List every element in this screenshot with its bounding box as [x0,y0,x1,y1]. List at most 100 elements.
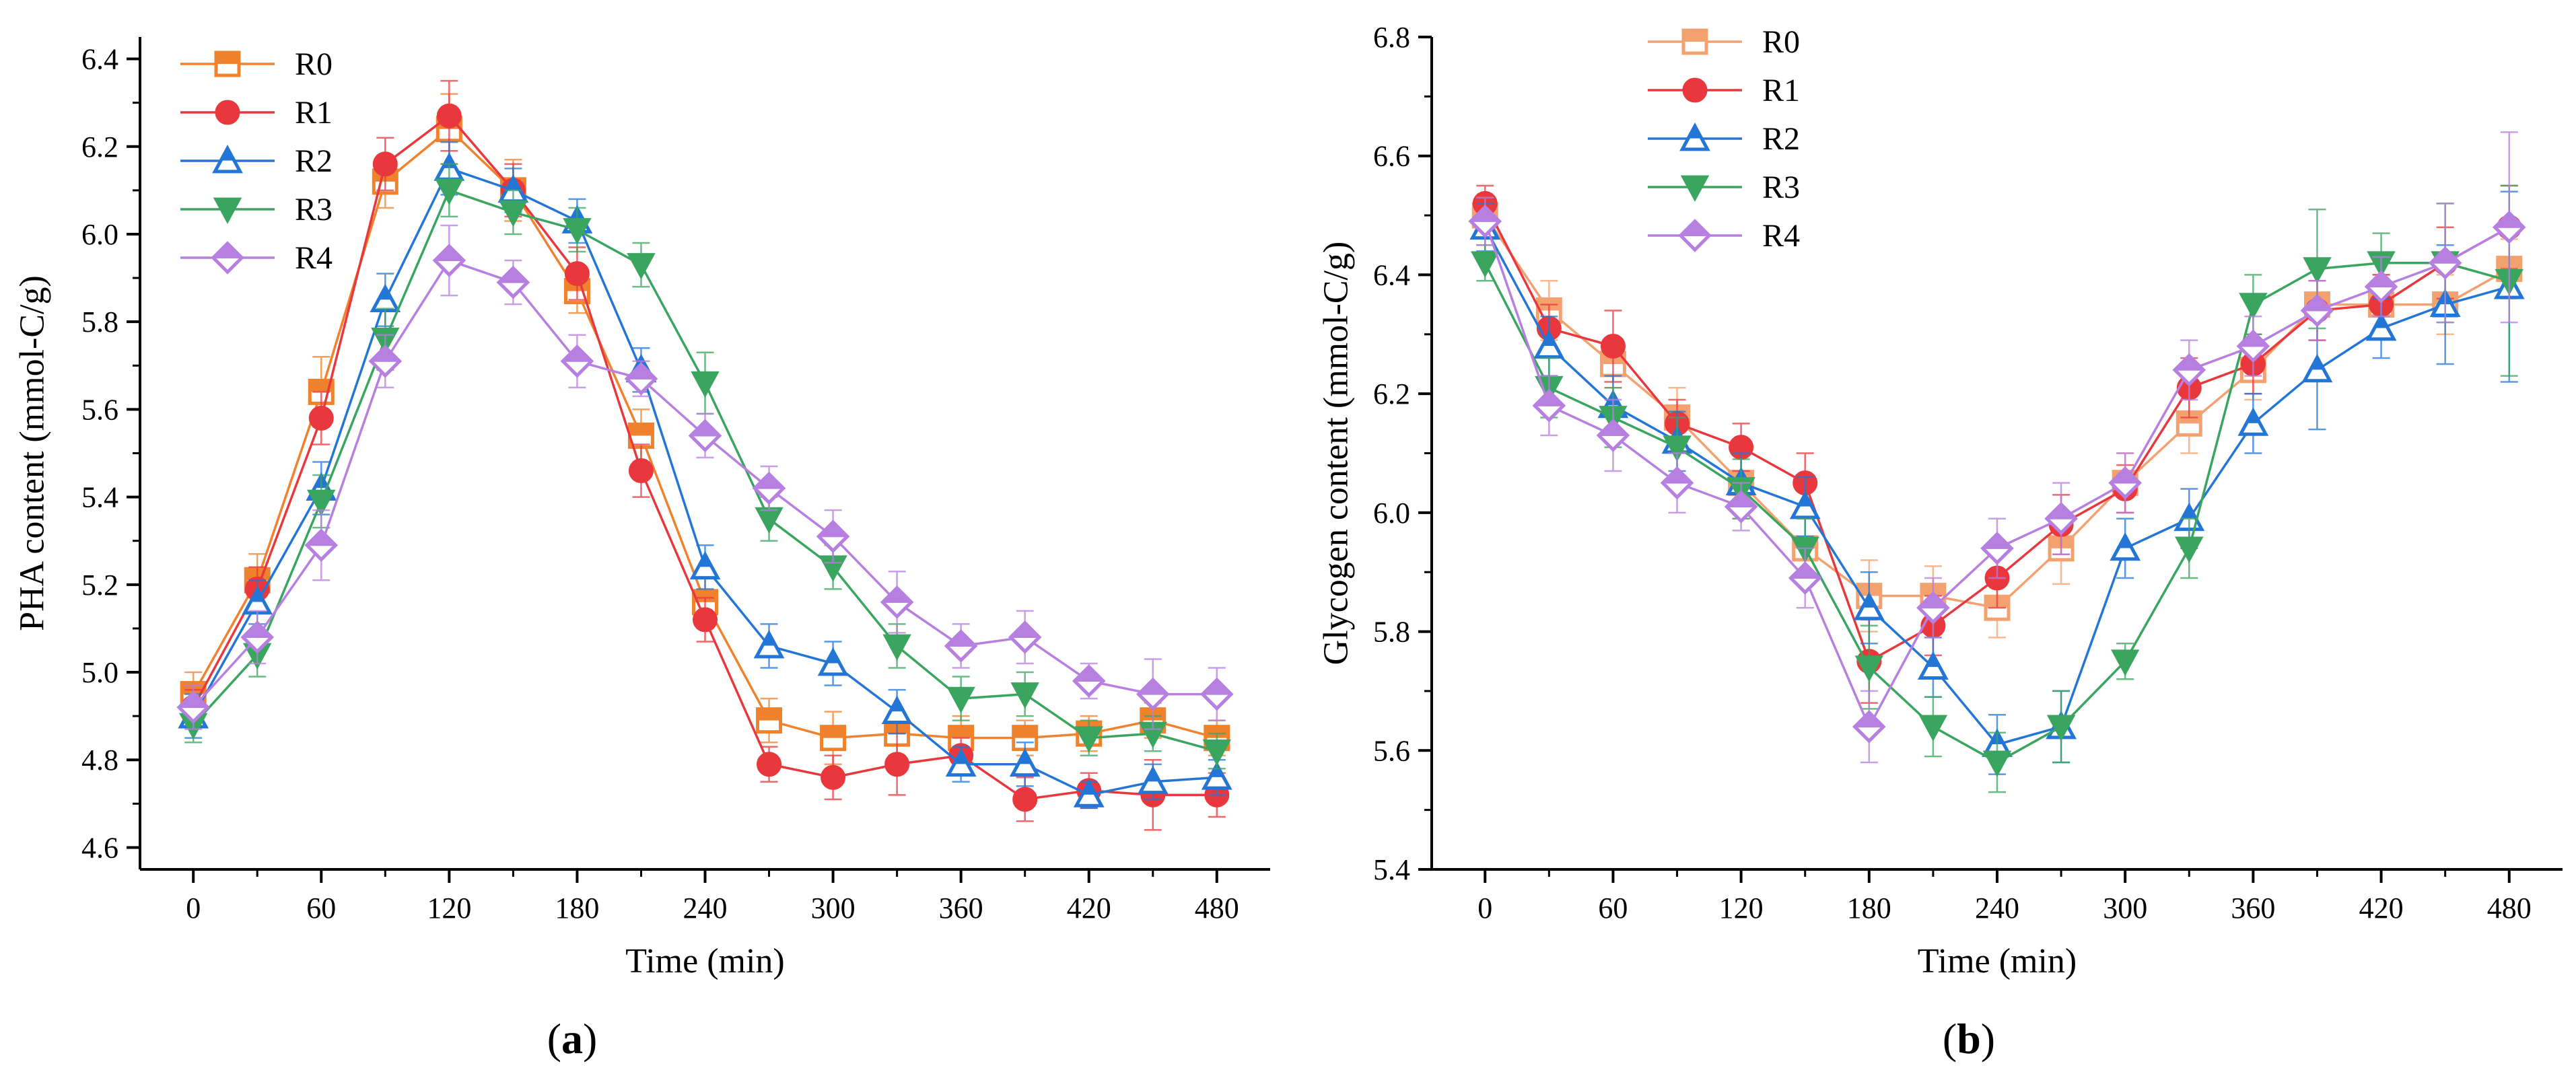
panel-label-part: a [561,1015,583,1063]
point-R4 [2236,329,2270,363]
panel-label: (b) [1943,1015,1995,1063]
x-axis-label: Time (min) [1918,942,2077,980]
legend-item-R4: R4 [1648,218,1800,254]
series-R2 [178,141,1232,810]
point-R1 [821,764,846,790]
y-tick-label: 6.2 [81,131,118,164]
x-tick-label: 60 [1598,892,1628,925]
point-R4 [432,244,466,277]
point-R3-shape [563,218,592,245]
x-tick-label: 240 [1975,892,2019,925]
point-R4 [304,528,339,563]
point-R2-fill [2182,504,2197,519]
point-R4-fill [1853,711,1885,727]
panel-label-part: b [1957,1015,1981,1063]
legend-marker-R4 [1678,219,1712,252]
x-tick-label: 120 [1719,892,1764,925]
y-tick-label: 4.6 [81,831,118,864]
point-R4-fill [1533,390,1566,406]
point-R3-shape [691,371,720,398]
y-tick-label: 5.8 [1373,616,1410,649]
point-R1 [372,151,398,177]
point-R0-fill [693,590,717,602]
point-R3-shape [499,201,528,227]
y-tick-label: 5.6 [81,393,118,426]
point-R1-shape [372,151,398,177]
legend-item-R0: R0 [1648,24,1800,60]
legend-label: R3 [295,192,333,227]
point-R4 [1916,591,1950,625]
point-R1 [628,458,654,484]
point-R4-fill [625,363,658,380]
y-tick-label: 5.0 [81,656,118,689]
x-tick-label: 420 [2359,892,2404,925]
legend-marker-R2-fill [1687,124,1703,139]
point-R4-fill [433,245,466,262]
y-tick-label: 6.0 [81,218,118,251]
point-R2 [1201,761,1232,790]
legend-marker-R0-fill [1683,30,1706,42]
point-R4 [496,265,530,299]
point-R3 [1854,655,1884,682]
point-R3-shape [1663,435,1692,462]
panel-label: (a) [547,1015,598,1063]
y-tick-label: 5.4 [1373,853,1410,886]
legend-item-R3: R3 [1648,170,1800,205]
x-tick-label: 360 [939,892,983,925]
point-R4 [816,519,850,553]
point-R2 [1853,591,1885,620]
point-R4 [1852,710,1886,744]
point-R4 [1072,664,1106,698]
point-R4-fill [944,631,977,647]
point-R2-fill [250,588,265,602]
point-R2 [689,550,721,580]
point-R3 [1918,715,1948,742]
point-R2-fill [1541,332,1557,347]
point-R0-fill [821,726,845,738]
panel-label-part: ( [1943,1015,1957,1063]
point-R1-shape [1012,787,1038,812]
point-R4 [624,362,658,396]
x-tick-label: 0 [1477,892,1492,925]
legend-marker-R0 [1681,28,1708,55]
legend-marker-R3 [213,197,242,224]
point-R3 [627,253,656,280]
point-R4-fill [2301,295,2334,312]
point-R1-shape [821,764,846,790]
point-R3 [1074,726,1103,753]
point-R3 [1202,739,1232,766]
panel-label-part: ( [547,1015,561,1063]
point-R2-fill [825,649,841,663]
x-tick-label: 240 [683,892,728,925]
point-R2-fill [2373,314,2389,328]
point-R2 [1918,651,1949,680]
point-R4-fill [497,266,530,283]
legend-marker-R1 [215,100,240,125]
point-R4-fill [241,622,273,638]
legend-item-R3: R3 [180,192,333,227]
panel-a: 0 60 120 180 240 300 360 420 480 4.6 4.8 5.0 5.2 5.4 5… [13,37,1270,1063]
legend-marker-R1-shape [1682,77,1708,103]
point-R2 [817,647,849,676]
point-R4-fill [2045,503,2077,519]
point-R4-fill [2493,212,2526,228]
x-axis-label: Time (min) [625,942,784,980]
point-R4 [2044,501,2078,536]
x-tick-label: 120 [427,892,471,925]
x-tick-label: 180 [555,892,599,925]
x-tick-label: 300 [811,892,856,925]
point-R2 [1789,491,1821,519]
legend-marker-R1-shape [215,100,240,125]
y-tick-label: 6.4 [81,43,118,76]
y-tick-label: 5.4 [81,481,118,514]
point-R3 [2239,293,2268,320]
point-R4 [1980,532,2014,565]
x-tick-label: 360 [2231,892,2275,925]
point-R2-fill [1797,493,1813,507]
point-R2-fill [761,632,777,646]
y-tick-label: 6.2 [1373,378,1410,410]
x-tick-label: 420 [1067,892,1111,925]
legend-marker-R2 [1679,122,1710,151]
legend-item-R2: R2 [1648,121,1800,157]
point-R4-fill [2109,468,2141,484]
